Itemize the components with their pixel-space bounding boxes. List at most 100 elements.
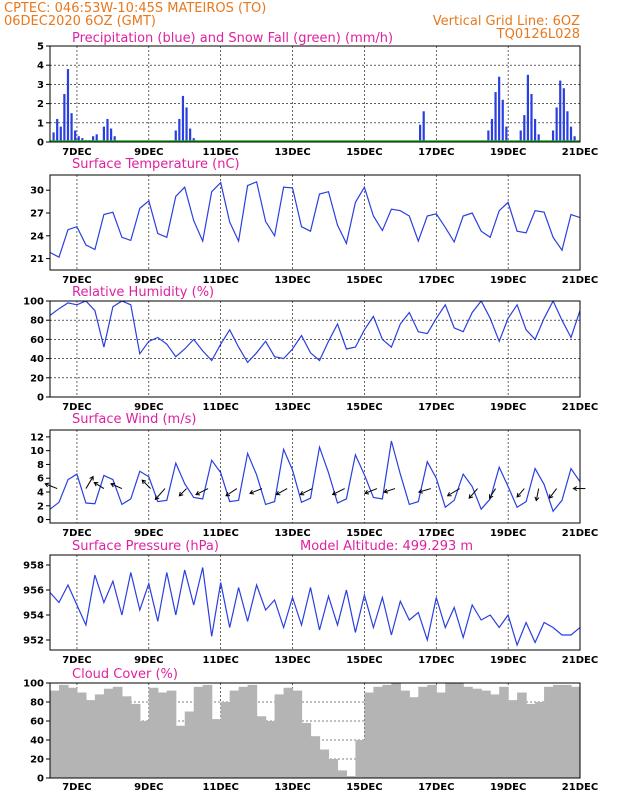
y-tick-label: 5 [37,42,44,53]
cloud-bar [229,690,240,778]
wind-vector [94,482,105,489]
wind-vector-head [89,475,94,481]
cloud-bar [499,686,509,778]
precip-bar [494,92,497,142]
precip-bar [106,118,109,142]
precip-bar [555,107,558,142]
panel-5: Surface Pressure (hPa) Model Altitude: 49… [23,539,598,666]
x-tick-label: 19DEC [490,275,526,286]
panel-title: Relative Humidity (%) [72,285,214,300]
x-tick-label: 7DEC [62,402,91,413]
cloud-bar [382,684,392,778]
cloud-bar [328,759,339,778]
panel-title: Surface Temperature (nC) [72,157,240,172]
precip-bar [102,126,105,142]
x-tick-label: 19DEC [490,528,526,539]
y-tick-label: 27 [30,209,44,220]
wind-vector [489,488,496,499]
x-tick-label: 21DEC [562,147,598,158]
x-tick-label: 11DEC [202,655,238,666]
precip-bar [505,126,508,142]
x-tick-label: 9DEC [134,275,163,286]
x-tick-label: 15DEC [346,275,382,286]
x-tick-label: 21DEC [562,402,598,413]
header-station: CPTEC: 046:53W-10:45S MATEIROS (TO) [4,1,266,16]
cloud-bar [130,703,141,778]
y-tick-label: 80 [30,316,44,327]
cloud-bar [562,684,572,778]
precip-bar [490,118,494,142]
x-tick-label: 7DEC [62,655,91,666]
precip-bar [185,107,188,142]
wind-vector [300,488,313,496]
header-model: TQ0126L028 [496,27,580,42]
panel-title: Cloud Cover (%) [72,667,178,682]
x-tick-label: 15DEC [346,528,382,539]
cloud-bar [544,686,554,778]
precip-bar [419,124,422,142]
wind-vector [178,488,187,497]
x-tick-label: 9DEC [134,655,163,666]
precip-bar [74,130,77,142]
precip-bar [537,134,540,142]
panel-frame [49,300,581,398]
cloud-bar [391,683,401,778]
precip-bar [562,88,565,142]
precip-bar [519,130,522,142]
wind-vector-head [489,494,494,499]
x-tick-label: 11DEC [202,275,238,286]
precip-bar [501,99,504,142]
x-tick-label: 13DEC [274,147,310,158]
x-tick-label: 11DEC [202,402,238,413]
wind-vector-head [331,490,337,496]
cloud-bar [193,686,204,778]
cloud-bar [418,686,428,778]
wind-vector-head [225,491,231,497]
precip-bar [602,113,604,142]
y-tick-label: 100 [23,679,44,690]
cloud-bar [364,692,374,778]
wind-vector [85,476,94,489]
precip-bar [52,132,55,142]
x-tick-label: 13DEC [274,402,310,413]
cloud-bar [580,685,590,778]
wind-vector [383,488,396,493]
cloud-bar [454,683,464,778]
y-tick-label: 0 [37,774,44,785]
y-tick-label: 40 [30,736,44,747]
precip-bar [70,113,73,142]
cloud-bar [85,700,96,778]
x-tick-label: 17DEC [418,782,454,793]
wind-vector-head [93,482,99,487]
wind-vector-head [195,490,201,496]
y-tick-label: 10 [30,446,44,457]
x-tick-label: 7DEC [62,147,91,158]
cloud-bar [202,684,213,778]
precip-bar [606,88,608,142]
cloud-bar [346,776,357,778]
panel-title: Surface Pressure (hPa) [72,539,219,554]
wind-vector-head [249,489,255,495]
y-tick-label: 20 [30,755,44,766]
x-tick-label: 9DEC [134,528,163,539]
wind-vector [516,488,525,498]
panel-2: Surface Temperature (nC) 7DEC 9DEC 11DEC 13D… [30,157,598,286]
cloud-bar [463,686,473,778]
wind-vector-head [383,488,389,494]
cloud-bar [427,684,437,778]
cloud-bar [292,690,303,778]
x-tick-label: 19DEC [490,402,526,413]
y-tick-label: 958 [23,561,44,572]
y-tick-label: 952 [23,636,44,647]
x-tick-label: 21DEC [562,275,598,286]
cloud-bar [490,694,500,778]
cloud-bar [301,722,312,778]
x-tick-label: 21DEC [562,528,598,539]
wind-vector-head [275,490,281,496]
wind-vector [110,483,123,490]
wind-vector-head [364,489,370,495]
x-tick-label: 21DEC [562,655,598,666]
x-tick-label: 9DEC [134,402,163,413]
wind-vector-head [417,488,423,494]
x-tick-label: 11DEC [202,528,238,539]
